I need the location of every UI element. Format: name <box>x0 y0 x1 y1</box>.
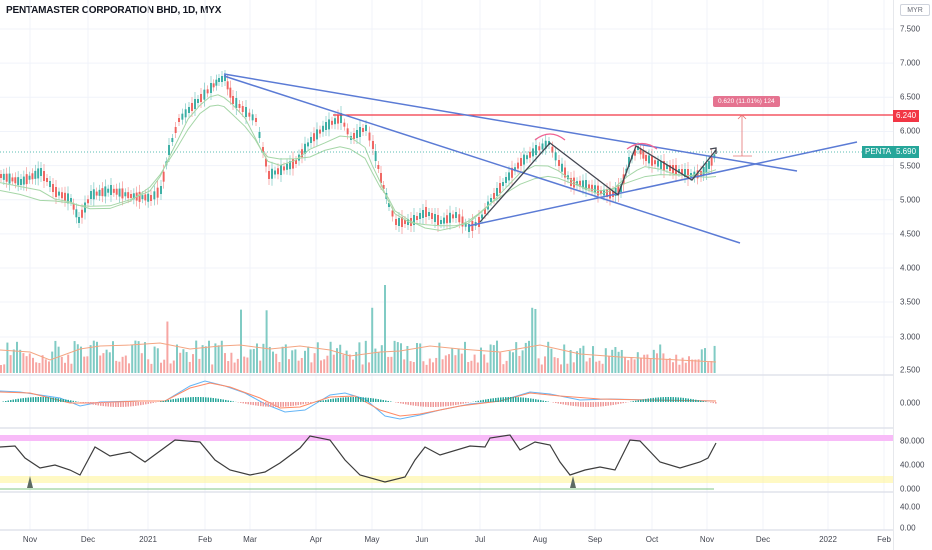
volume-tick: 3.500 <box>900 297 921 307</box>
macd-tick: 0.000 <box>900 398 921 408</box>
time-tick: Sep <box>587 535 603 544</box>
symbol-label: PENTA <box>862 146 895 158</box>
current-price-label: 5.690 <box>893 146 920 158</box>
time-tick: Jul <box>474 535 486 544</box>
time-tick: Jun <box>415 535 429 544</box>
volume-tick: 3.000 <box>900 332 921 342</box>
measure-tooltip: 0.620 (11.01%) 124 <box>713 96 780 107</box>
chart-title: PENTAMASTER CORPORATION BHD, 1D, MYX <box>6 5 222 16</box>
price-tick: 5.000 <box>900 195 921 205</box>
rsi-tick: 40.000 <box>900 460 925 470</box>
time-tick: Dec <box>80 535 96 544</box>
price-tick: 4.000 <box>900 263 921 273</box>
rsi-tick: 80.000 <box>900 436 925 446</box>
price-tick: 5.500 <box>900 161 921 171</box>
target-price-label: 6.240 <box>893 110 920 122</box>
time-tick: May <box>364 535 380 544</box>
bottom-tick: 40.00 <box>900 502 921 512</box>
time-tick: 2022 <box>819 535 837 544</box>
price-tick: 4.500 <box>900 229 921 239</box>
chart-plot-area[interactable] <box>0 0 893 550</box>
currency-badge[interactable]: MYR <box>900 4 930 16</box>
price-tick: 7.000 <box>900 58 921 68</box>
bottom-tick: 0.00 <box>900 523 916 533</box>
rsi-tick: 0.000 <box>900 484 921 494</box>
time-tick: Aug <box>532 535 548 544</box>
time-tick: 2021 <box>139 535 157 544</box>
time-tick: Nov <box>22 535 38 544</box>
price-tick: 6.500 <box>900 92 921 102</box>
price-tick: 7.500 <box>900 24 921 34</box>
volume-tick: 2.500 <box>900 365 921 375</box>
time-tick: Oct <box>645 535 659 544</box>
time-tick: Dec <box>755 535 771 544</box>
time-tick: Feb <box>198 535 212 544</box>
time-tick: Apr <box>309 535 323 544</box>
time-tick: Mar <box>243 535 257 544</box>
price-axis[interactable] <box>893 0 932 550</box>
time-tick: Nov <box>699 535 715 544</box>
price-tick: 6.000 <box>900 126 921 136</box>
time-tick: Feb <box>877 535 891 544</box>
